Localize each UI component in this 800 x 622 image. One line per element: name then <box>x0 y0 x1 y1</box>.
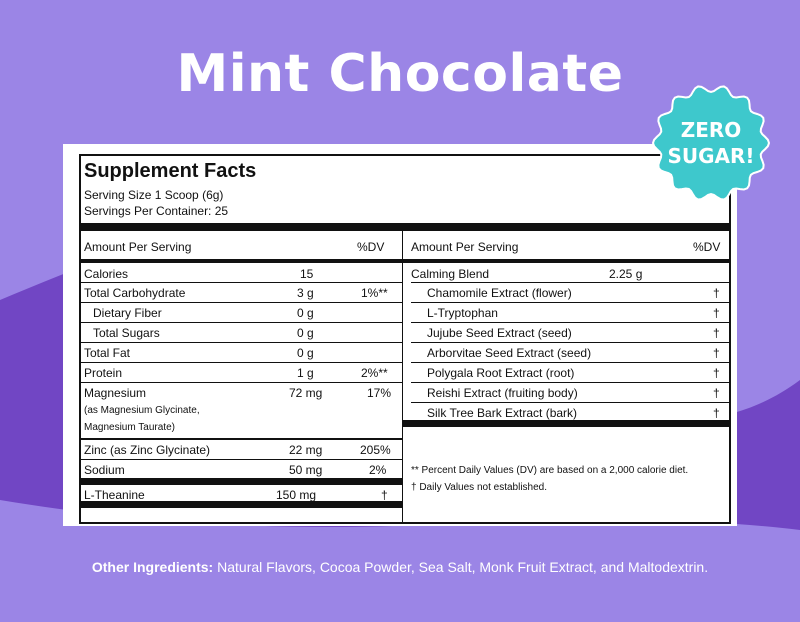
blend-item-name: Chamomile Extract (flower) <box>427 286 572 300</box>
badge-text: ZERO SUGAR! <box>650 82 772 204</box>
nutrient-source: (as Magnesium Glycinate, <box>84 405 200 416</box>
other-ingredients-text: Natural Flavors, Cocoa Powder, Sea Salt,… <box>213 559 709 575</box>
dv-label: %DV <box>693 240 721 254</box>
nutrient-amount: 50 mg <box>289 463 323 477</box>
nutrient-amount: 0 g <box>297 306 314 320</box>
nutrient-amount: 3 g <box>297 286 314 300</box>
nutrient-dv: 17% <box>367 386 392 400</box>
nutrient-source: Magnesium Taurate) <box>84 422 175 433</box>
nutrient-row: Zinc (as Zinc Glycinate) 22 mg 205% <box>81 439 402 460</box>
nutrient-name: Magnesium <box>84 386 147 400</box>
blend-item-dv: † <box>713 406 720 420</box>
nutrient-row: Total Fat 0 g <box>81 343 402 363</box>
header-rule <box>403 259 731 263</box>
product-title: Mint Chocolate <box>176 44 624 104</box>
thick-divider <box>81 501 402 508</box>
blend-item-dv: † <box>713 366 720 380</box>
right-column-header: Amount Per Serving %DV <box>403 231 731 259</box>
dv-label: %DV <box>357 240 385 254</box>
nutrient-name: Total Fat <box>84 346 131 360</box>
blend-item-name: Polygala Root Extract (root) <box>427 366 575 380</box>
nutrient-amount: 22 mg <box>289 443 323 457</box>
nutrient-name: Calories <box>84 267 129 281</box>
nutrient-dv: 1%** <box>361 286 388 300</box>
nutrient-amount: 150 mg <box>276 488 317 502</box>
blend-item-row: L-Tryptophan † <box>411 303 731 323</box>
nutrient-dv: 2%** <box>361 366 388 380</box>
blend-item-dv: † <box>713 346 720 360</box>
blend-item-name: Silk Tree Bark Extract (bark) <box>427 406 578 420</box>
servings-per-container: Servings Per Container: 25 <box>84 204 229 218</box>
column-divider <box>402 231 403 524</box>
supplement-facts-panel: Supplement Facts Serving Size 1 Scoop (6… <box>63 144 737 526</box>
other-ingredients: Other Ingredients: Natural Flavors, Coco… <box>0 559 800 575</box>
nutrient-row: Total Carbohydrate 3 g 1%** <box>81 283 402 303</box>
blend-amount: 2.25 g <box>609 267 643 281</box>
nutrient-row: Dietary Fiber 0 g <box>81 303 402 323</box>
badge-line-1: ZERO <box>680 118 742 142</box>
other-ingredients-label: Other Ingredients: <box>91 559 214 575</box>
nutrient-name: Sodium <box>84 463 125 477</box>
blend-item-row: Chamomile Extract (flower) † <box>411 283 731 303</box>
nutrient-row: Magnesium 72 mg 17% (as Magnesium Glycin… <box>81 383 402 439</box>
nutrient-name: Zinc (as Zinc Glycinate) <box>84 443 211 457</box>
thick-divider <box>403 420 731 427</box>
serving-size: Serving Size 1 Scoop (6g) <box>84 188 224 202</box>
nutrient-name: L-Theanine <box>84 488 145 502</box>
amount-per-serving-label: Amount Per Serving <box>411 240 519 254</box>
blend-item-name: Arborvitae Seed Extract (seed) <box>427 346 592 360</box>
facts-heading: Supplement Facts <box>84 160 257 182</box>
nutrient-dv: 2% <box>369 463 387 477</box>
nutrient-dv: † <box>381 488 388 502</box>
blend-item-row: Reishi Extract (fruiting body) † <box>411 383 731 403</box>
nutrient-amount: 1 g <box>297 366 314 380</box>
supplement-facts-table: Supplement Facts Serving Size 1 Scoop (6… <box>79 154 731 524</box>
blend-item-name: Reishi Extract (fruiting body) <box>427 386 578 400</box>
nutrient-name: Protein <box>84 366 123 380</box>
blend-item-row: Polygala Root Extract (root) † <box>411 363 731 383</box>
dagger-footnote: † Daily Values not established. <box>411 482 548 493</box>
nutrient-row: L-Theanine 150 mg † <box>81 485 402 502</box>
badge-line-2: SUGAR! <box>667 144 755 168</box>
blend-row: Calming Blend 2.25 g <box>411 263 731 283</box>
blend-item-dv: † <box>713 306 720 320</box>
thick-divider <box>81 478 402 485</box>
blend-item-row: Silk Tree Bark Extract (bark) † <box>411 403 731 420</box>
nutrient-row: Calories 15 <box>81 263 402 283</box>
nutrient-amount: 15 <box>300 267 314 281</box>
left-column: Amount Per Serving %DV Calories 15 Total… <box>81 231 402 508</box>
nutrient-row: Total Sugars 0 g <box>81 323 402 343</box>
nutrient-name: Total Sugars <box>93 326 160 340</box>
blend-item-dv: † <box>713 386 720 400</box>
blend-item-dv: † <box>713 326 720 340</box>
blend-item-dv: † <box>713 286 720 300</box>
left-column-header: Amount Per Serving %DV <box>81 231 402 259</box>
blend-item-row: Jujube Seed Extract (seed) † <box>411 323 731 343</box>
blend-name: Calming Blend <box>411 267 490 281</box>
zero-sugar-badge <box>651 85 771 201</box>
amount-per-serving-label: Amount Per Serving <box>84 240 192 254</box>
blend-item-row: Arborvitae Seed Extract (seed) † <box>411 343 731 363</box>
thick-divider <box>81 223 729 231</box>
nutrient-amount: 72 mg <box>289 386 323 400</box>
nutrient-amount: 0 g <box>297 346 314 360</box>
header-rule <box>81 259 402 263</box>
nutrient-name: Dietary Fiber <box>93 306 162 320</box>
blend-item-name: L-Tryptophan <box>427 306 498 320</box>
nutrient-row: Sodium 50 mg 2% <box>81 460 402 478</box>
nutrient-row: Protein 1 g 2%** <box>81 363 402 383</box>
dv-footnote: ** Percent Daily Values (DV) are based o… <box>411 465 689 476</box>
right-column: Amount Per Serving %DV Calming Blend 2.2… <box>403 231 731 493</box>
blend-item-name: Jujube Seed Extract (seed) <box>427 326 572 340</box>
nutrient-amount: 0 g <box>297 326 314 340</box>
nutrient-dv: 205% <box>360 443 391 457</box>
nutrient-name: Total Carbohydrate <box>84 286 186 300</box>
